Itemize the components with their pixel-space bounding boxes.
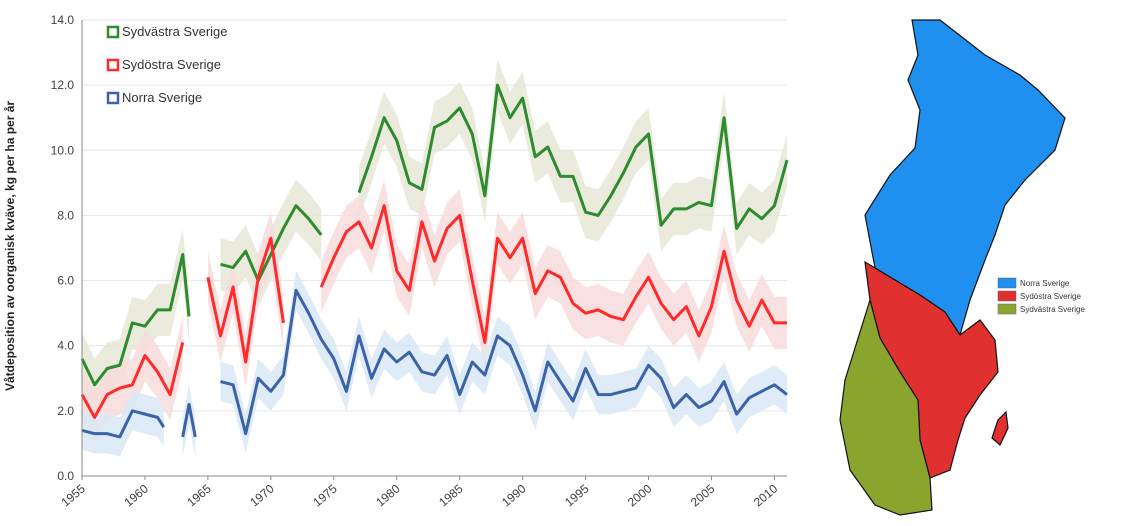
region-norra-sverige — [864, 19, 1066, 337]
x-tick-label: 2000 — [625, 481, 655, 509]
map-legend-swatch — [997, 290, 1017, 302]
map-legend-swatch — [997, 303, 1017, 315]
chart-legend: Sydvästra Sverige Sydöstra Sverige Norra S… — [106, 24, 228, 105]
band-1 — [82, 228, 190, 411]
x-tick-label: 1955 — [58, 481, 88, 509]
series-line-2 — [206, 236, 285, 364]
y-axis-label: Våtdeposition av oorganisk kväve, kg per… — [3, 101, 17, 391]
series-line-3 — [81, 409, 166, 439]
x-tick-label: 1965 — [184, 481, 214, 509]
x-tick-label: 1975 — [310, 481, 340, 509]
x-tick-label: 1970 — [247, 481, 277, 509]
band-3 — [220, 270, 787, 454]
legend-label: Norra Sverige — [122, 90, 202, 105]
island-gotland — [991, 410, 1009, 446]
axes — [81, 20, 787, 477]
legend-swatch — [106, 91, 120, 105]
legend-swatch — [106, 58, 120, 72]
legend-swatch — [106, 25, 120, 39]
x-tick-label: 2005 — [688, 481, 718, 509]
band-1 — [358, 59, 787, 255]
series-line-1 — [357, 83, 789, 230]
band-2 — [82, 316, 183, 444]
x-tick-label: 1980 — [373, 481, 403, 509]
series-line-3 — [220, 288, 788, 436]
x-tick-label: 1985 — [436, 481, 466, 509]
series-line-3 — [181, 402, 197, 438]
y-tick-label: 0.0 — [57, 469, 74, 483]
y-tick-label: 14.0 — [51, 13, 75, 27]
band-3 — [182, 384, 196, 457]
line-chart: 0.0 2.0 4.0 6.0 8.0 10.0 12.0 14.0 1955 1960 1965… — [3, 13, 789, 509]
series-line-2 — [319, 204, 787, 344]
y-tick-labels: 0.0 2.0 4.0 6.0 8.0 10.0 12.0 14.0 — [51, 13, 75, 483]
x-tick-label: 1990 — [499, 481, 529, 509]
y-tick-label: 4.0 — [57, 339, 74, 353]
y-tick-label: 12.0 — [51, 78, 75, 92]
x-tick-label: 1995 — [562, 481, 592, 509]
y-tick-label: 8.0 — [57, 208, 74, 222]
x-tick-label: 1960 — [121, 481, 151, 509]
map-legend: Norra Sverige Sydöstra Sverige Sydvästra S… — [997, 277, 1085, 315]
map-legend-swatch — [997, 277, 1017, 289]
map-legend-label: Sydvästra Sverige — [1020, 305, 1085, 314]
legend-label: Sydvästra Sverige — [122, 24, 228, 39]
series-line-2 — [80, 342, 185, 419]
y-tick-label: 10.0 — [51, 143, 75, 157]
series-line-1 — [220, 204, 323, 283]
map-legend-label: Norra Sverige — [1020, 279, 1070, 288]
x-tick-labels: 1955 1960 1965 1970 1975 1980 1985 1990 1995 2000… — [58, 476, 781, 509]
y-tick-label: 2.0 — [57, 404, 74, 418]
region-sydvastra-sverige — [839, 297, 933, 516]
legend-label: Sydöstra Sverige — [122, 57, 221, 72]
x-tick-label: 2010 — [751, 481, 781, 509]
y-tick-label: 6.0 — [57, 274, 74, 288]
series-lines — [80, 83, 789, 439]
sweden-region-map: Norra Sverige Sydöstra Sverige Sydvästra S… — [839, 19, 1085, 516]
map-legend-label: Sydöstra Sverige — [1020, 292, 1081, 301]
series-line-1 — [80, 253, 191, 387]
band-3 — [82, 391, 164, 457]
